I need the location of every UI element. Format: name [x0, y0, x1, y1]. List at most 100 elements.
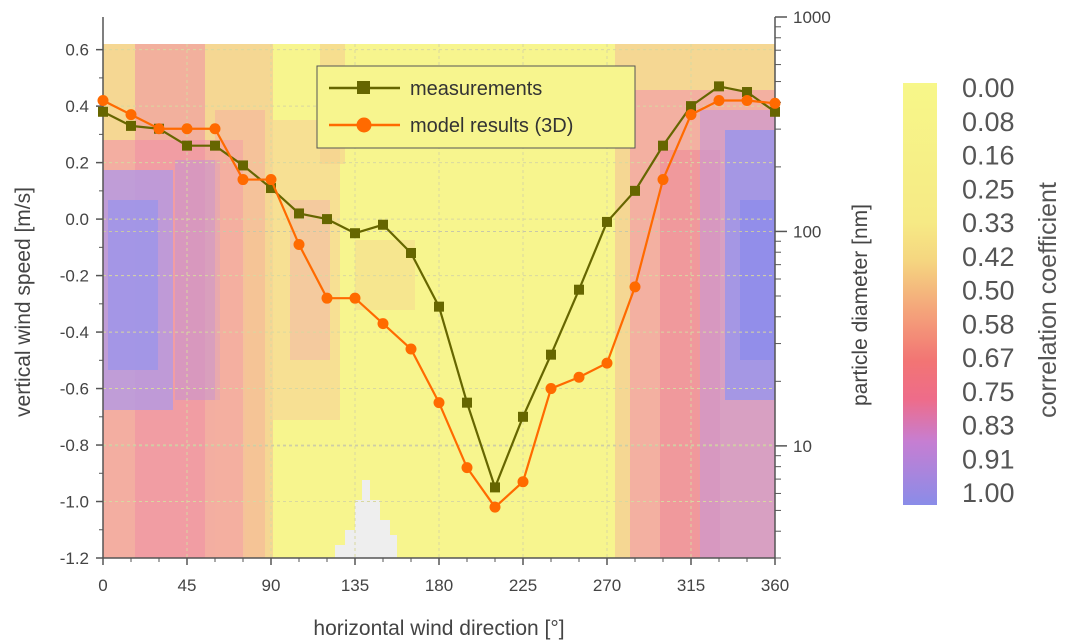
y-tick-label: -0.4: [60, 323, 89, 342]
x-tick-label: 225: [509, 576, 537, 595]
model-point: [181, 123, 193, 135]
model-point: [153, 123, 165, 135]
measurement-point: [238, 160, 248, 171]
measurement-point: [462, 397, 472, 408]
y-tick-label: -0.6: [60, 380, 89, 399]
model-point: [601, 357, 613, 369]
measurement-point: [126, 120, 136, 131]
legend-label-measurements: measurements: [410, 78, 542, 100]
y-tick-label: -0.8: [60, 436, 89, 455]
measurement-point: [294, 208, 304, 219]
model-point: [293, 239, 305, 251]
series-layer: [97, 81, 781, 513]
measurement-point: [742, 87, 752, 98]
model-point: [545, 383, 557, 395]
model-point: [405, 343, 417, 355]
colorbar-label: 0.91: [962, 444, 1015, 474]
model-point: [237, 174, 249, 186]
x-tick-label: 360: [761, 576, 789, 595]
measurement-point: [406, 247, 416, 258]
colorbar-labels: 0.00 0.08 0.160.25 0.33 0.42 0.500.58 0.67 0.75…: [962, 73, 1015, 508]
colorbar-label: 0.00: [962, 73, 1015, 103]
x-tick-label: 0: [98, 576, 107, 595]
y-axis-title: vertical wind speed [m/s]: [12, 187, 35, 417]
measurement-point: [546, 349, 556, 360]
model-point: [265, 174, 277, 186]
model-point: [713, 94, 725, 106]
model-point: [349, 292, 361, 304]
legend: measurements model results (3D): [316, 65, 636, 149]
x-tick-label: 45: [178, 576, 197, 595]
x-tick-label: 270: [593, 576, 621, 595]
measurement-point: [350, 228, 360, 239]
model-point: [573, 371, 585, 383]
measurement-point: [658, 140, 668, 151]
model-point: [489, 501, 501, 513]
measurement-point: [630, 185, 640, 196]
y-tick-label: 0.4: [65, 97, 89, 116]
model-point: [517, 476, 529, 488]
colorbar-title: correlation coefficient: [1034, 182, 1062, 418]
model-point: [433, 397, 445, 409]
y-tick-label: 0.2: [65, 154, 89, 173]
model-point: [97, 94, 109, 106]
measurement-point: [602, 216, 612, 227]
y2-axis-title: particle diameter [nm]: [849, 204, 872, 406]
y2-tick-label: 10: [793, 437, 812, 456]
legend-label-model: model results (3D): [410, 115, 573, 137]
legend-marker-model: [356, 117, 372, 133]
x-tick-label: 135: [341, 576, 369, 595]
colorbar-label: 0.16: [962, 141, 1015, 171]
x-tick-label: 90: [262, 576, 281, 595]
measurement-point: [210, 140, 220, 151]
colorbar-label: 0.58: [962, 309, 1015, 339]
model-point: [321, 292, 333, 304]
measurement-point: [518, 411, 528, 422]
colorbar: 0.00 0.08 0.160.25 0.33 0.42 0.500.58 0.67 0.75…: [903, 73, 1062, 508]
model-point: [769, 97, 781, 109]
y-axis-ticks: 0.6 0.4 0.2 0.0 -0.2 -0.4 -0.6 -0.8 -1.0 -1.2: [60, 41, 103, 568]
measurement-point: [378, 219, 388, 230]
y-tick-label: -0.2: [60, 267, 89, 286]
colorbar-label: 1.00: [962, 478, 1015, 508]
measurement-point: [714, 81, 724, 92]
colorbar-label: 0.50: [962, 276, 1015, 306]
measurement-point: [434, 301, 444, 312]
measurement-point: [322, 214, 332, 225]
y-tick-label: -1.2: [60, 549, 89, 568]
measurement-point: [98, 106, 108, 117]
colorbar-label: 0.67: [962, 343, 1015, 373]
y2-axis-ticks: 1000 100 10: [775, 8, 831, 559]
y-tick-label: 0.0: [65, 210, 89, 229]
y2-tick-label: 1000: [793, 8, 831, 27]
x-axis-title: horizontal wind direction [°]: [313, 617, 564, 640]
colorbar-label: 0.42: [962, 242, 1015, 272]
model-point: [209, 123, 221, 135]
colorbar-label: 0.83: [962, 411, 1015, 441]
model-point: [685, 109, 697, 121]
model-point: [741, 94, 753, 106]
measurement-point: [266, 183, 276, 194]
measurement-point: [574, 284, 584, 295]
model-point: [657, 174, 669, 186]
measurement-point: [686, 101, 696, 112]
model-point: [125, 109, 137, 121]
y2-tick-label: 100: [793, 222, 821, 241]
colorbar-label: 0.08: [962, 107, 1015, 137]
colorbar-label: 0.75: [962, 377, 1015, 407]
legend-marker-measurements: [357, 81, 370, 94]
x-axis-ticks: 0 45 90 135 180 225 270 315 360: [98, 558, 789, 595]
measurement-point: [182, 140, 192, 151]
colorbar-label: 0.25: [962, 174, 1015, 204]
model-point: [461, 462, 473, 474]
measurement-point: [490, 482, 500, 493]
y-tick-label: 0.6: [65, 41, 89, 60]
x-tick-label: 180: [425, 576, 453, 595]
measurement-point: [770, 106, 780, 117]
model-point: [629, 281, 641, 293]
colorbar-label: 0.33: [962, 208, 1015, 238]
y-tick-label: -1.0: [60, 493, 89, 512]
model-point: [377, 318, 389, 330]
x-tick-label: 315: [677, 576, 705, 595]
